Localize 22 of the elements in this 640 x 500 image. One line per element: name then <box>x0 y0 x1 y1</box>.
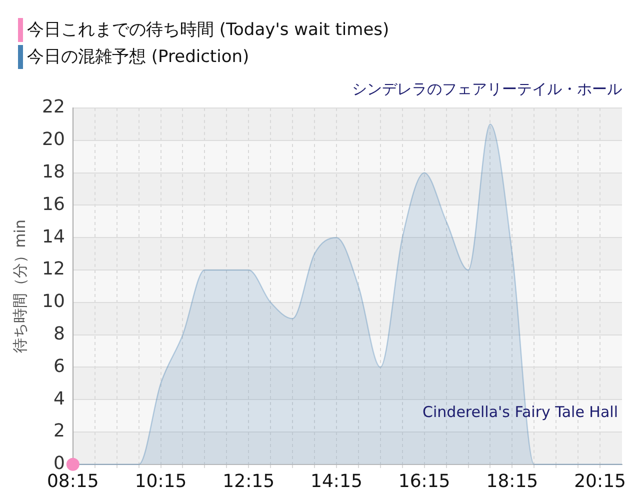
y-tick-label: 14 <box>42 226 65 248</box>
y-tick-label: 18 <box>42 161 65 182</box>
y-tick-label: 22 <box>42 96 65 118</box>
y-tick-label: 12 <box>42 258 65 280</box>
annotation: Cinderella's Fairy Tale Hall <box>422 403 618 421</box>
y-tick-label: 2 <box>53 420 65 442</box>
legend-label: 今日の混雑予想 (Prediction) <box>27 46 250 68</box>
legend-label: 今日これまでの待ち時間 (Today's wait times) <box>27 19 390 41</box>
x-tick-label: 10:15 <box>134 470 187 492</box>
y-tick-label: 4 <box>53 388 65 410</box>
x-tick-label: 12:15 <box>222 470 275 492</box>
y-tick-label: 16 <box>42 194 65 215</box>
x-tick-label: 20:15 <box>574 470 626 492</box>
y-tick-label: 8 <box>53 323 65 344</box>
x-tick-label: 14:15 <box>310 470 362 492</box>
y-tick-label: 6 <box>53 356 65 377</box>
chart-subtitle: シンデレラのフェアリーテイル・ホール <box>352 80 622 99</box>
x-tick-label: 16:15 <box>398 470 450 492</box>
x-tick-label: 18:15 <box>486 470 538 492</box>
y-tick-label: 20 <box>42 129 65 150</box>
y-tick-label: 10 <box>42 291 65 312</box>
y-axis-title: 待ち時間（分）min <box>10 220 29 353</box>
